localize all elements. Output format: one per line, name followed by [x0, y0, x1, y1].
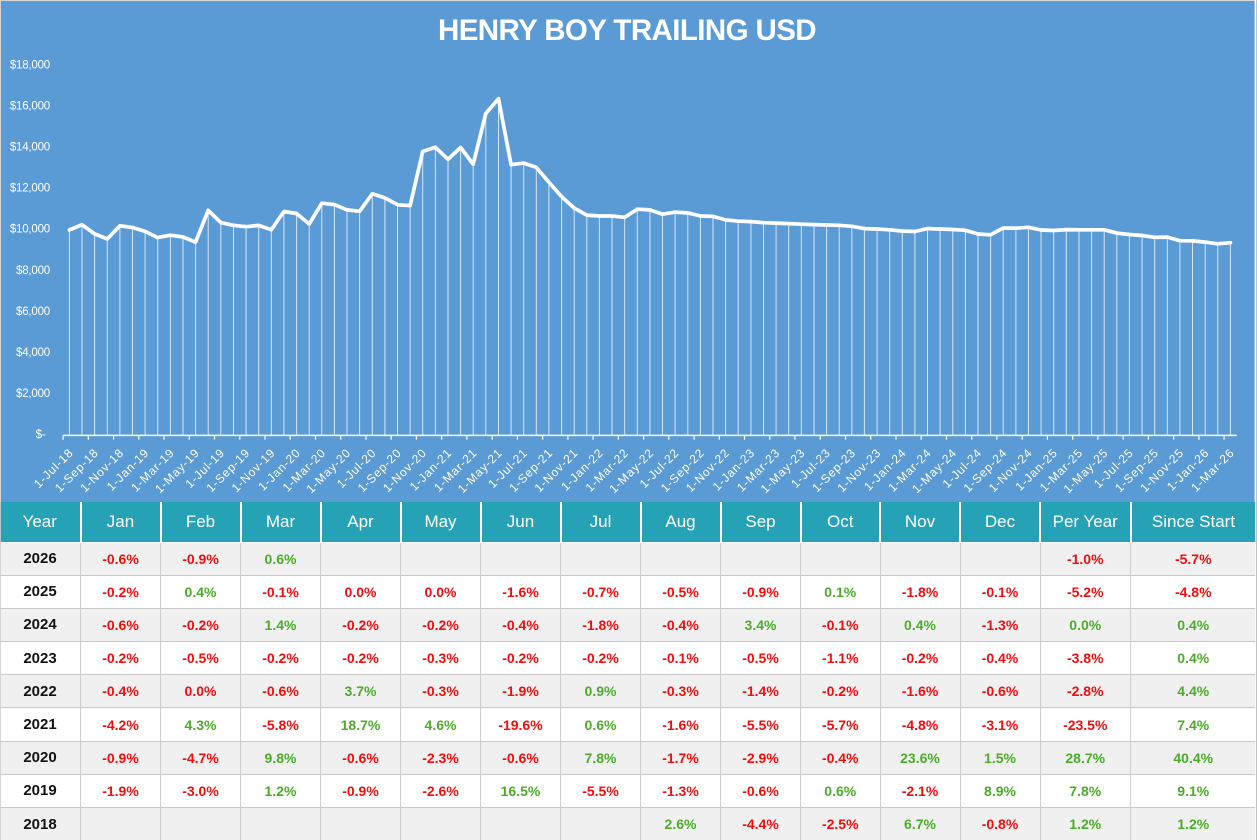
svg-text:$2,000: $2,000	[16, 388, 50, 400]
svg-text:$16,000: $16,000	[10, 101, 50, 113]
svg-text:$-: $-	[36, 429, 46, 441]
svg-text:$18,000: $18,000	[10, 59, 50, 71]
svg-text:$12,000: $12,000	[10, 183, 50, 195]
svg-text:$6,000: $6,000	[16, 306, 50, 318]
svg-text:$14,000: $14,000	[10, 142, 50, 154]
svg-text:$10,000: $10,000	[10, 224, 50, 236]
svg-text:$8,000: $8,000	[16, 265, 50, 277]
svg-text:HENRY BOY TRAILING USD: HENRY BOY TRAILING USD	[438, 14, 816, 47]
svg-text:$4,000: $4,000	[16, 347, 50, 359]
